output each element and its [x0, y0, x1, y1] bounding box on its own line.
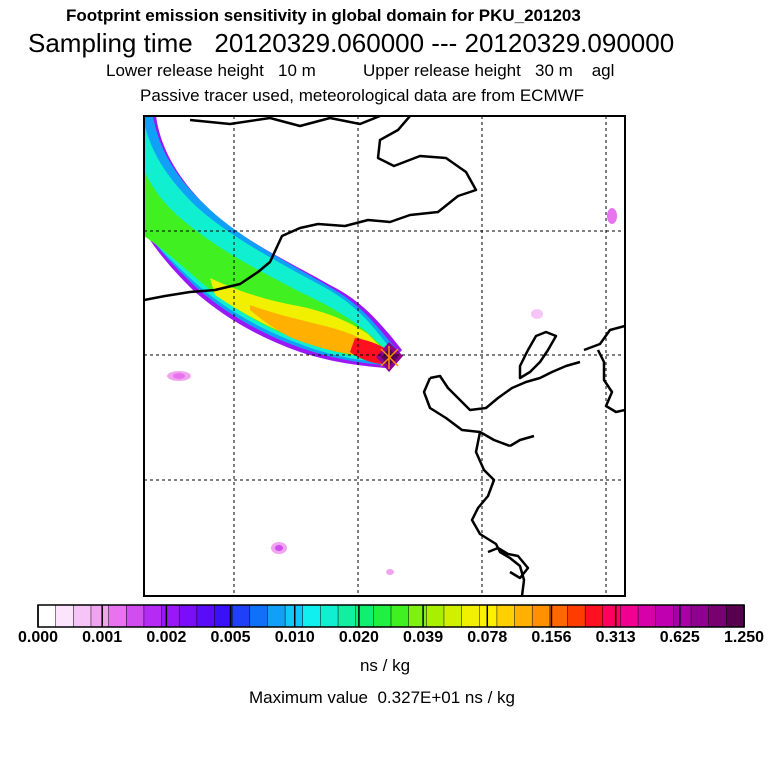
plume-blob — [386, 569, 394, 575]
colorbar-cell — [531, 604, 551, 628]
colorbar-cell — [108, 604, 127, 628]
max-units: ns / kg — [464, 688, 516, 707]
colorbar-tick-label: 0.156 — [531, 629, 572, 646]
colorbar-units: ns / kg — [359, 656, 411, 675]
colorbar-cell — [479, 604, 498, 628]
colorbar-tick-label: 0.010 — [274, 629, 315, 646]
plume-core-green — [144, 170, 384, 358]
colorbar-tick-label: 0.002 — [146, 629, 187, 646]
colorbar-tick-label: 1.250 — [723, 629, 765, 646]
sampling-time-label: Sampling time — [28, 28, 193, 58]
colorbar-cell — [673, 604, 692, 628]
colorbar-cell — [690, 604, 710, 628]
colorbar-cell — [337, 604, 357, 628]
colorbar-cell — [143, 604, 163, 628]
receptor-star-marker — [380, 346, 399, 369]
colorbar-tick-label: 0.005 — [210, 629, 251, 646]
colorbar-cell — [126, 604, 145, 628]
colorbar-tick-label: 0.000 — [17, 629, 59, 646]
colorbar-cell — [620, 604, 639, 628]
colorbar-cell — [408, 604, 428, 628]
colorbar-cell — [496, 604, 516, 628]
colorbar-tick-label: 0.625 — [659, 629, 700, 646]
colorbar-cell — [231, 604, 251, 628]
plume-blob — [173, 373, 185, 379]
colorbar-cell — [655, 604, 675, 628]
tracer-note: Passive tracer used, meteorological data… — [140, 86, 585, 105]
figure-title: Footprint emission sensitivity in global… — [66, 6, 581, 25]
colorbar-cell — [549, 604, 569, 628]
plume-blob — [531, 309, 543, 319]
colorbar-outline — [37, 604, 745, 628]
colorbar-tick-label: 0.078 — [467, 629, 508, 646]
colorbar-tick-label: 0.313 — [595, 629, 636, 646]
colorbar-cell — [90, 604, 110, 628]
max-label: Maximum value — [248, 688, 369, 707]
plume-blob — [607, 208, 617, 224]
plume-blob — [275, 545, 283, 551]
colorbar-tick-label: 0.001 — [82, 629, 123, 646]
colorbar-cell — [267, 604, 286, 628]
plume-core-orange — [250, 305, 374, 356]
colorbar-cell — [55, 604, 75, 628]
colorbar-cell — [302, 604, 322, 628]
release-heights: Lower release height 10 m Upper release … — [106, 61, 615, 80]
colorbar-cell — [390, 604, 410, 628]
colorbar-cell — [567, 604, 586, 628]
colorbar-cell — [461, 604, 481, 628]
sampling-time: Sampling time 20120329.060000 --- 201203… — [28, 28, 674, 59]
colorbar-tick-label: 0.020 — [338, 629, 379, 646]
colorbar-cell — [320, 604, 339, 628]
colorbar-cell — [726, 604, 745, 628]
colorbar-cell — [584, 604, 604, 628]
sampling-time-range: 20120329.060000 --- 20120329.090000 — [214, 28, 675, 58]
colorbar-cell — [196, 604, 216, 628]
maximum-value-line: Maximum value 0.327E+01 ns / kg — [249, 688, 515, 708]
colorbar-cell — [178, 604, 198, 628]
colorbar-cell — [443, 604, 463, 628]
colorbar-cell — [37, 604, 57, 628]
plume-core-outer — [144, 122, 392, 362]
colorbar-cell — [73, 604, 92, 628]
colorbar-cell — [249, 604, 269, 628]
colorbar-cell — [426, 604, 445, 628]
colorbar-cell — [708, 604, 728, 628]
colorbar-cell — [602, 604, 622, 628]
coastlines — [144, 116, 625, 596]
gridlines — [144, 116, 625, 596]
colorbar-cell — [161, 604, 180, 628]
colorbar-cell — [514, 604, 533, 628]
colorbar-cell — [637, 604, 657, 628]
map-frame — [143, 115, 626, 597]
colorbar-cell — [373, 604, 392, 628]
colorbar-tick-label: 0.039 — [403, 629, 444, 646]
max-value: 0.327E+01 — [377, 688, 461, 707]
